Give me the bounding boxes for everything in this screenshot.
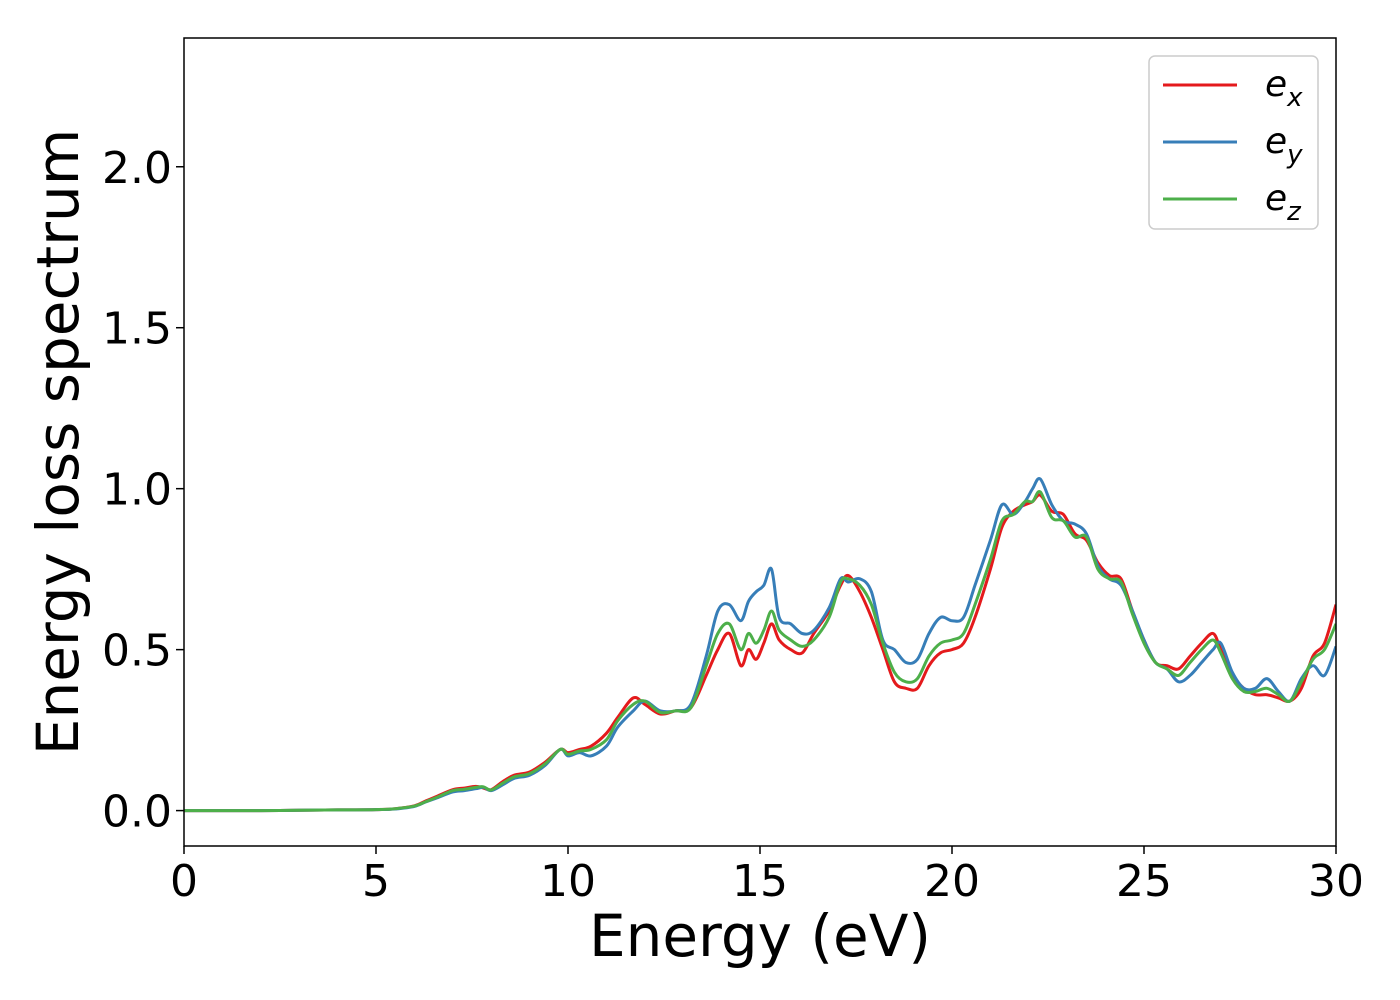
y-axis-ticks: 0.0 0.5 1.0 1.5 2.0 [102,143,184,838]
x-tick-label: 20 [924,856,980,907]
y-tick-label: 1.5 [102,304,172,355]
x-tick-label: 5 [362,856,390,907]
y-axis-label: Energy loss spectrum [24,129,92,755]
series-line-z [184,489,1336,813]
x-tick-label: 15 [732,856,788,907]
legend: ex ey ez [1148,55,1319,230]
legend-label-y: ey [1265,121,1303,170]
y-tick-label: 0.5 [102,626,172,677]
x-tick-label: 10 [540,856,596,907]
x-axis-label: Energy (eV) [589,902,931,970]
y-tick-label: 0.0 [102,787,172,838]
x-tick-label: 30 [1308,856,1364,907]
x-tick-label: 0 [170,856,198,907]
legend-label-x: ex [1265,64,1303,113]
series-layer [184,476,1336,813]
legend-label-z: ez [1265,178,1302,227]
y-tick-label: 1.0 [102,465,172,516]
x-tick-label: 25 [1116,856,1172,907]
x-axis-ticks: 0 5 10 15 20 25 30 [170,846,1364,907]
y-tick-label: 2.0 [102,143,172,194]
